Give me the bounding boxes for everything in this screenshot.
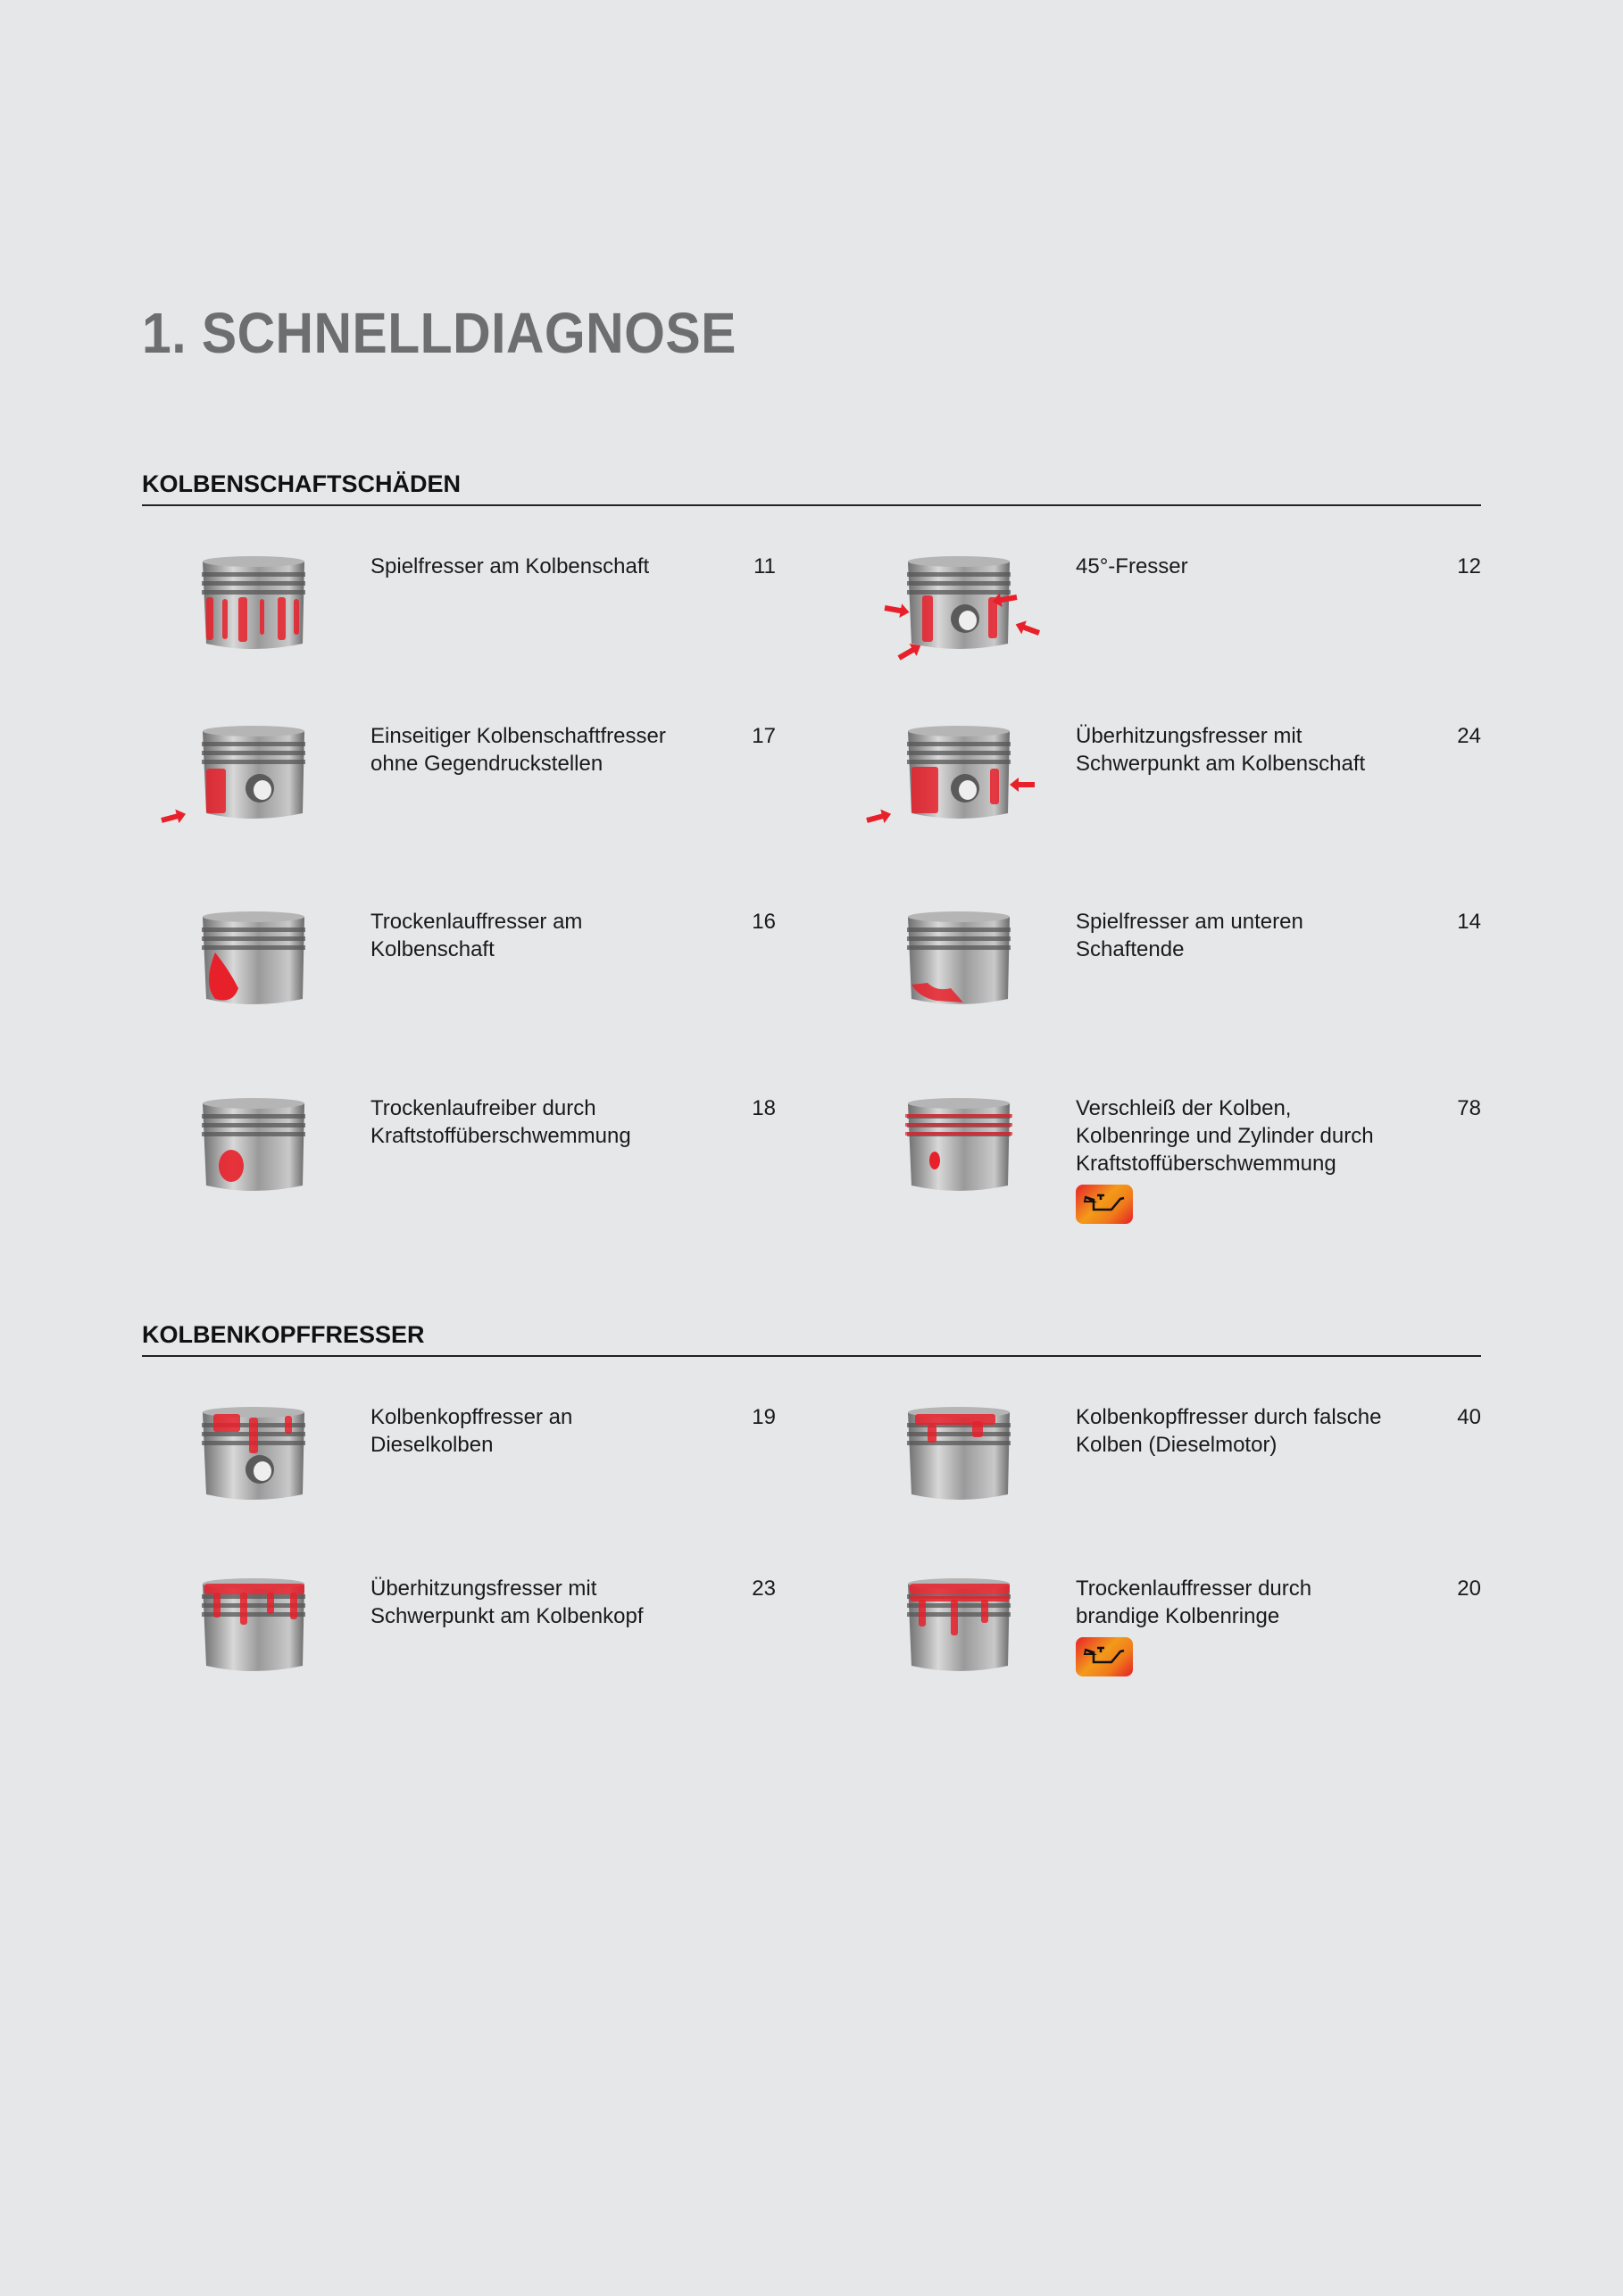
item-label: Spielfresser am unteren Schaftende <box>1076 910 1303 961</box>
item-label: Kolbenkopffresser an Dieselkolben <box>370 1405 573 1457</box>
diagnosis-item[interactable]: Überhitzungsfresser mit Schwerpunkt am K… <box>847 722 1481 883</box>
piston-image <box>905 1098 1012 1191</box>
piston-image <box>160 544 347 678</box>
diagnosis-item[interactable]: Überhitzungsfresser mit Schwerpunkt am K… <box>142 1575 776 1735</box>
item-label: Kolbenkopffresser durch falsche Kolben (… <box>1076 1405 1382 1457</box>
diagnosis-item[interactable]: Trockenlauffresser am Kolbenschaft 16 <box>142 908 776 1069</box>
piston-image <box>865 899 1053 1033</box>
section-heading: KOLBENKOPFFRESSER <box>142 1321 425 1348</box>
piston-image <box>202 1407 305 1500</box>
page-title: 1. SCHNELLDIAGNOSE <box>142 301 737 365</box>
divider <box>142 504 1481 506</box>
oil-can-icon <box>1083 1646 1125 1664</box>
item-label: Spielfresser am Kolbenschaft <box>370 554 650 578</box>
item-label: 45°-Fresser <box>1076 554 1188 578</box>
piston-image <box>884 556 1041 661</box>
page-number[interactable]: 19 <box>752 1405 776 1429</box>
item-label: Einseitiger Kolbenschaftfresser ohne Geg… <box>370 724 666 776</box>
piston-image <box>907 1407 1011 1500</box>
item-label: Überhitzungsfresser mit Schwerpunkt am K… <box>370 1576 644 1628</box>
section-heading: KOLBENSCHAFTSCHÄDEN <box>142 470 461 497</box>
piston-image <box>202 556 305 649</box>
item-label: Trockenlauffresser durch brandige Kolben… <box>1076 1576 1312 1628</box>
piston-image <box>865 713 1053 847</box>
oil-can-icon <box>1083 1194 1125 1211</box>
page-number[interactable]: 17 <box>752 724 776 748</box>
piston-image <box>202 911 305 1004</box>
diagnosis-item[interactable]: Einseitiger Kolbenschaftfresser ohne Geg… <box>142 722 776 883</box>
piston-image <box>202 1578 305 1671</box>
page-number[interactable]: 23 <box>752 1576 776 1601</box>
oil-can-badge <box>1076 1185 1133 1224</box>
diagnosis-item[interactable]: Trockenlauffresser durch brandige Kolben… <box>847 1575 1481 1735</box>
piston-image <box>907 1578 1011 1671</box>
diagnosis-item[interactable]: Spielfresser am unteren Schaftende 14 <box>847 908 1481 1069</box>
piston-image <box>160 1566 347 1700</box>
piston-image <box>866 726 1035 824</box>
diagnosis-item[interactable]: Kolbenkopffresser an Dieselkolben 19 <box>142 1403 776 1564</box>
page-number[interactable]: 20 <box>1457 1576 1481 1601</box>
page-number[interactable]: 18 <box>752 1096 776 1120</box>
section-kolbenschaftschaeden: KOLBENSCHAFTSCHÄDEN Spielfresser am Kolb… <box>142 470 1481 1224</box>
piston-image <box>202 1098 305 1191</box>
piston-image <box>160 1394 347 1528</box>
piston-image <box>161 726 305 824</box>
section-kolbenkopffresser: KOLBENKOPFFRESSER Kolbenkopffresser an D… <box>142 1321 1481 1696</box>
item-label: Überhitzungsfresser mit Schwerpunkt am K… <box>1076 724 1366 776</box>
diagnosis-item[interactable]: Kolbenkopffresser durch falsche Kolben (… <box>847 1403 1481 1564</box>
page-number[interactable]: 14 <box>1457 910 1481 934</box>
piston-image <box>865 1086 1053 1219</box>
diagnosis-item[interactable]: Spielfresser am Kolbenschaft 11 <box>142 553 776 713</box>
item-label: Trockenlaufreiber durch Kraftstoffübersc… <box>370 1096 631 1148</box>
diagnosis-item[interactable]: Trockenlaufreiber durch Kraftstoffübersc… <box>142 1094 776 1255</box>
piston-image <box>160 1086 347 1219</box>
piston-image <box>160 899 347 1033</box>
page-number[interactable]: 24 <box>1457 724 1481 748</box>
item-label: Verschleiß der Kolben, Kolbenringe und Z… <box>1076 1096 1374 1176</box>
diagnosis-item[interactable]: Verschleiß der Kolben, Kolbenringe und Z… <box>847 1094 1481 1255</box>
page-number[interactable]: 78 <box>1457 1096 1481 1120</box>
divider <box>142 1355 1481 1357</box>
item-label: Trockenlauffresser am Kolbenschaft <box>370 910 583 961</box>
piston-image <box>865 1394 1053 1528</box>
page-number[interactable]: 16 <box>752 910 776 934</box>
page-number[interactable]: 12 <box>1457 554 1481 578</box>
oil-can-badge <box>1076 1637 1133 1676</box>
piston-image <box>865 1566 1053 1700</box>
page-number[interactable]: 11 <box>753 554 776 578</box>
piston-image <box>907 911 1011 1004</box>
page-number[interactable]: 40 <box>1457 1405 1481 1429</box>
piston-image <box>865 544 1053 678</box>
piston-image <box>160 713 347 847</box>
diagnosis-item[interactable]: 45°-Fresser 12 <box>847 553 1481 713</box>
